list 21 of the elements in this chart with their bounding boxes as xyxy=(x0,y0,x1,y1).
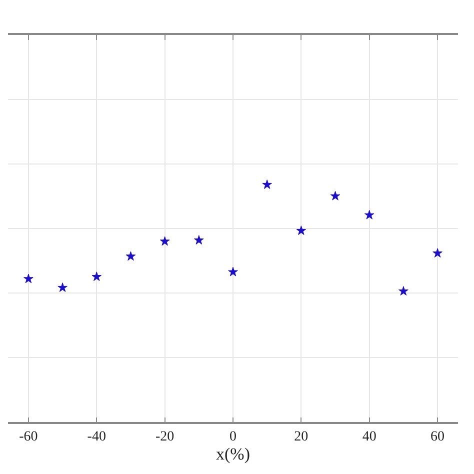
point xyxy=(194,235,204,244)
point xyxy=(364,210,374,220)
point xyxy=(160,236,170,246)
point xyxy=(296,226,306,235)
x-tick-label: 60 xyxy=(430,430,445,445)
point xyxy=(58,282,68,292)
x-tick-label: 20 xyxy=(294,430,308,445)
point xyxy=(126,251,136,261)
point xyxy=(432,248,442,258)
point xyxy=(228,266,238,276)
x-tick-label: 40 xyxy=(362,430,376,445)
x-tick-label: 0 xyxy=(230,430,236,445)
x-tick-label: -40 xyxy=(87,430,106,445)
point xyxy=(330,190,340,200)
x-tick-label: -20 xyxy=(155,430,174,445)
point xyxy=(398,286,408,296)
point xyxy=(262,180,272,189)
x-tick-label: -60 xyxy=(19,430,38,445)
x-axis-title: x(%) xyxy=(216,444,250,464)
point xyxy=(24,274,34,284)
point xyxy=(92,272,102,281)
